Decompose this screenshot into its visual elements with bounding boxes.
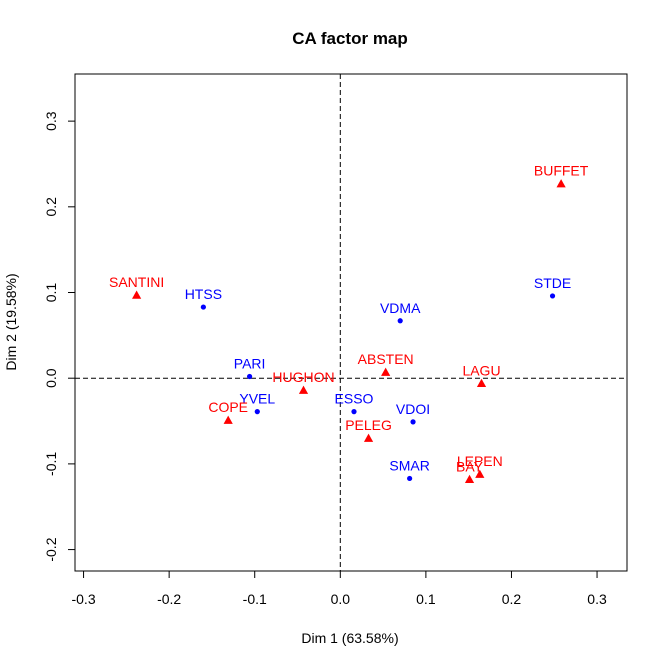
data-points <box>132 179 566 483</box>
y-tick-label: 0.2 <box>43 197 59 217</box>
label-htss: HTSS <box>185 286 222 302</box>
y-axis-title: Dim 2 (19.58%) <box>3 273 19 370</box>
point-lagu <box>476 378 487 388</box>
point-bay <box>464 474 475 483</box>
chart-title: CA factor map <box>292 29 408 48</box>
x-tick-label: 0.0 <box>331 591 351 607</box>
y-tick-label: 0.1 <box>43 283 59 303</box>
y-axis: -0.2 -0.1 0.0 0.1 0.2 0.3 <box>43 111 75 562</box>
label-lagu: LAGU <box>462 362 500 378</box>
label-pari: PARI <box>234 355 266 371</box>
label-peleg: PELEG <box>345 417 392 433</box>
point-absten <box>381 367 391 376</box>
x-tick-label: -0.1 <box>243 591 267 607</box>
x-axis: -0.3 -0.2 -0.1 0.0 0.1 0.2 0.3 <box>71 571 607 607</box>
point-vdoi <box>410 419 416 425</box>
x-tick-label: 0.1 <box>416 591 436 607</box>
x-tick-label: -0.3 <box>71 591 95 607</box>
label-esso: ESSO <box>335 391 374 407</box>
point-peleg <box>363 433 374 442</box>
label-vdma: VDMA <box>380 300 421 316</box>
label-hughon: HUGHON <box>272 369 334 385</box>
point-buffet <box>556 179 566 188</box>
point-lepen <box>475 469 485 478</box>
label-lepen: LEPEN <box>457 453 503 469</box>
y-tick-label: 0.3 <box>43 111 59 131</box>
point-esso <box>351 409 357 415</box>
point-stde <box>549 293 556 299</box>
x-tick-label: -0.2 <box>157 591 181 607</box>
label-smar: SMAR <box>389 457 429 473</box>
point-htss <box>200 304 206 310</box>
label-santini: SANTINI <box>109 274 164 290</box>
label-bay: BAY <box>456 458 484 474</box>
point-smar <box>407 475 413 482</box>
label-cope: COPE <box>208 399 248 415</box>
y-tick-label: -0.1 <box>43 452 59 476</box>
point-santini <box>132 290 142 299</box>
label-yvel: YVEL <box>239 391 275 407</box>
label-vdoi: VDOI <box>396 401 430 417</box>
point-cope <box>223 415 233 424</box>
point-yvel <box>254 409 260 415</box>
x-tick-label: 0.2 <box>502 591 522 607</box>
point-vdma <box>397 318 403 324</box>
label-stde: STDE <box>534 275 571 291</box>
reference-lines <box>75 74 627 571</box>
label-buffet: BUFFET <box>534 163 589 179</box>
y-tick-label: 0.0 <box>43 368 59 388</box>
plot-frame <box>74 73 628 572</box>
point-pari <box>246 373 253 380</box>
x-axis-title: Dim 1 (63.58%) <box>301 630 398 646</box>
x-tick-label: 0.3 <box>587 591 607 607</box>
point-hughon <box>298 385 309 394</box>
point-labels: HTSS PARI YVEL ESSO VDMA VDOI SMAR STDE SANTINI C… <box>109 163 589 475</box>
y-tick-label: -0.2 <box>43 537 59 561</box>
label-absten: ABSTEN <box>358 351 414 367</box>
